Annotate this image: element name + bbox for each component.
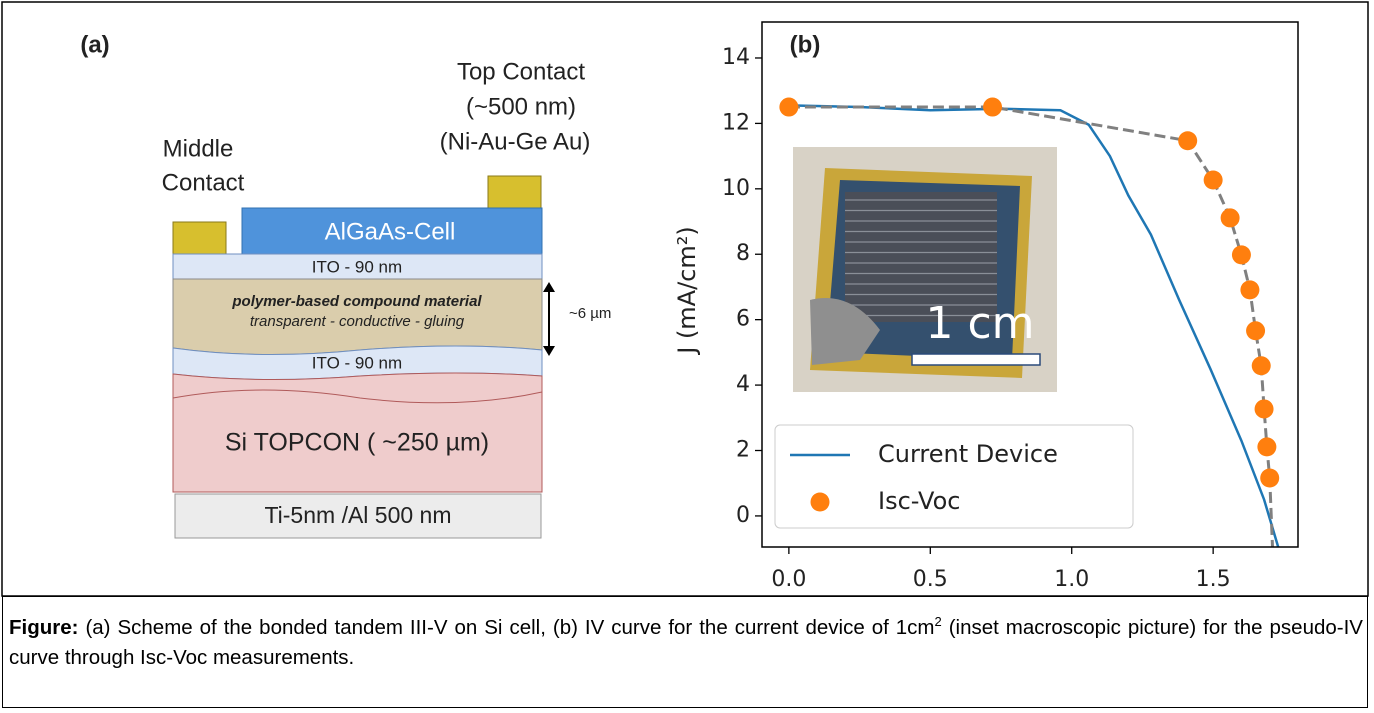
point [1221,208,1240,227]
point [1252,356,1271,375]
point [1178,131,1197,150]
layer-label: Si TOPCON ( ~250 µm) [225,429,489,457]
inset-photo: 1 cm [793,147,1057,392]
panel-label: (a) [80,31,109,58]
point [1257,437,1276,456]
y-tick-label: 12 [722,110,750,135]
point [1260,468,1279,487]
point [779,98,798,117]
layer-label: Ti-5nm /Al 500 nm [264,502,451,528]
point [1240,280,1259,299]
layer-label: ITO - 90 nm [312,353,402,372]
panel-label: (b) [790,31,821,58]
caption-label: Figure: [9,616,78,639]
x-tick-label: 1.5 [1196,567,1231,592]
thickness-label: ~6 µm [569,305,611,322]
contact [173,222,226,254]
caption-text: (a) Scheme of the bonded tandem III-V on… [78,616,934,639]
point [1204,170,1223,189]
layer-label: ITO - 90 nm [312,257,402,276]
layer-label: polymer-based compound material [231,293,482,310]
legend-label: Isc-Voc [878,487,960,515]
legend-marker [811,493,830,512]
y-tick-label: 14 [722,45,750,70]
y-tick-label: 0 [736,503,750,528]
label: Top Contact [457,58,585,85]
x-tick-label: 1.0 [1054,567,1089,592]
x-tick-label: 0.5 [913,567,948,592]
inset-label: 1 cm [925,298,1034,349]
label: (~500 nm) [466,93,576,120]
y-tick-label: 2 [736,438,750,463]
label: Middle [163,135,234,162]
point [1246,321,1265,340]
label: Contact [162,169,245,196]
y-tick-label: 4 [736,372,750,397]
x-tick-label: 0.0 [771,567,806,592]
label: (Ni-Au-Ge Au) [440,128,591,155]
scheme: (a) Top Contact (~500 nm) (Ni-Au-Ge Au) … [80,31,611,538]
y-tick-label: 6 [736,307,750,332]
point [983,98,1002,117]
caption-superscript: 2 [935,614,942,629]
y-tick-label: 8 [736,241,750,266]
contact [488,176,541,208]
legend-label: Current Device [878,440,1058,468]
figure: (a) Top Contact (~500 nm) (Ni-Au-Ge Au) … [0,0,1374,597]
layer-label: AlGaAs-Cell [325,218,456,245]
page: (a) Top Contact (~500 nm) (Ni-Au-Ge Au) … [0,0,1374,713]
layer-label: transparent - conductive - gluing [250,313,465,330]
scale-bar [912,354,1040,365]
y-tick-label: 10 [722,176,750,201]
point [1255,399,1274,418]
point [1232,245,1251,264]
caption: Figure: (a) Scheme of the bonded tandem … [2,596,1368,708]
y-axis-label: J (mA/cm²) [673,226,701,356]
